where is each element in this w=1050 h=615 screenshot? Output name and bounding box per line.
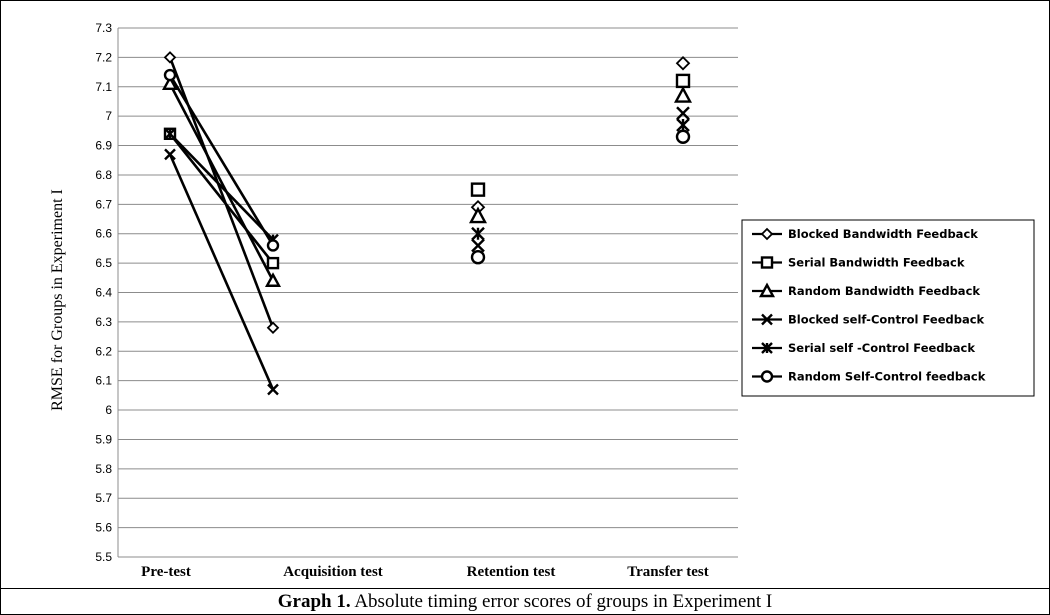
legend-label: Random Bandwidth Feedback bbox=[788, 284, 980, 298]
x-category-label: Acquisition test bbox=[283, 564, 383, 580]
caption-divider bbox=[0, 588, 1050, 589]
marker-asterisk bbox=[676, 118, 690, 132]
series-line bbox=[168, 153, 275, 391]
series-line bbox=[168, 83, 275, 282]
series-markers bbox=[161, 51, 693, 396]
legend-label: Random Self-Control feedback bbox=[788, 370, 986, 384]
marker-circle bbox=[470, 250, 486, 265]
marker-asterisk bbox=[164, 127, 176, 140]
marker-diamond bbox=[760, 227, 774, 241]
legend-item: Serial self -Control Feedback bbox=[752, 341, 975, 355]
legend-label: Serial Bandwidth Feedback bbox=[788, 256, 965, 270]
marker-square bbox=[470, 182, 486, 197]
marker-triangle bbox=[161, 75, 179, 91]
x-category-label: Transfer test bbox=[627, 564, 709, 580]
y-tick-label: 6.3 bbox=[95, 315, 112, 329]
marker-triangle bbox=[673, 86, 693, 103]
marker-x bbox=[471, 238, 485, 253]
y-axis-label: RMSE for Groups in Experiment I bbox=[49, 189, 66, 411]
legend-item: Random Bandwidth Feedback bbox=[752, 282, 980, 298]
y-tick-label: 7 bbox=[105, 109, 112, 123]
gridlines bbox=[117, 27, 738, 558]
legend-item: Serial Bandwidth Feedback bbox=[752, 256, 965, 270]
legend-label: Blocked Bandwidth Feedback bbox=[788, 227, 978, 241]
x-category-label: Retention test bbox=[467, 564, 556, 580]
marker-x bbox=[761, 313, 773, 326]
y-tick-label: 6.6 bbox=[95, 227, 112, 241]
marker-x bbox=[676, 106, 690, 121]
series-line bbox=[168, 132, 275, 264]
figure-caption: Graph 1. Absolute timing error scores of… bbox=[0, 589, 1050, 615]
y-tick-label: 6.8 bbox=[95, 168, 112, 182]
marker-circle bbox=[675, 129, 691, 144]
marker-circle bbox=[163, 68, 177, 82]
marker-triangle bbox=[264, 272, 282, 287]
caption-label: Graph 1. bbox=[277, 591, 351, 612]
y-tick-label: 6.4 bbox=[95, 286, 112, 300]
marker-circle bbox=[266, 239, 280, 252]
series-lines bbox=[168, 56, 275, 391]
y-tick-label: 5.7 bbox=[95, 491, 112, 505]
caption-text: Absolute timing error scores of groups i… bbox=[350, 591, 773, 612]
marker-diamond bbox=[266, 321, 280, 335]
y-tick-label: 6.9 bbox=[95, 139, 112, 153]
series-line bbox=[169, 132, 274, 241]
y-tick-label: 7.3 bbox=[95, 21, 112, 35]
y-tick-label: 5.8 bbox=[95, 462, 112, 476]
marker-x bbox=[164, 148, 176, 161]
y-tick-label: 6.1 bbox=[95, 374, 112, 388]
y-tick-label: 7.2 bbox=[95, 50, 112, 64]
y-tick-label: 6 bbox=[105, 403, 112, 417]
y-tick-label: 7.1 bbox=[95, 80, 112, 94]
marker-triangle bbox=[758, 282, 776, 298]
y-tick-labels: 5.5 5.6 5.7 5.8 5.9 6 6.1 6.2 6.3 6.4 6.5 6.6 6.7 6.8… bbox=[95, 21, 112, 564]
y-tick-label: 6.5 bbox=[95, 256, 112, 270]
y-tick-label: 6.2 bbox=[95, 344, 112, 358]
marker-circle bbox=[760, 370, 774, 383]
marker-diamond bbox=[163, 51, 177, 64]
y-tick-label: 5.9 bbox=[95, 432, 112, 446]
marker-square bbox=[675, 73, 691, 89]
x-category-label: Pre-test bbox=[141, 564, 191, 580]
marker-asterisk bbox=[471, 226, 485, 241]
marker-square bbox=[266, 256, 280, 270]
rmse-line-chart: 5.5 5.6 5.7 5.8 5.9 6 6.1 6.2 6.3 6.4 6.5 6.6 6.7 6.8… bbox=[49, 21, 1035, 580]
marker-triangle bbox=[468, 206, 488, 224]
legend-item: Random Self-Control feedback bbox=[752, 370, 986, 384]
y-tick-label: 5.5 bbox=[95, 550, 112, 564]
legend: Blocked Bandwidth Feedback Serial Bandwid… bbox=[741, 219, 1035, 397]
marker-square bbox=[760, 256, 774, 269]
marker-asterisk bbox=[761, 342, 773, 354]
marker-x bbox=[267, 383, 279, 396]
y-tick-label: 6.7 bbox=[95, 197, 112, 211]
legend-label: Serial self -Control Feedback bbox=[788, 341, 975, 355]
legend-box bbox=[741, 219, 1035, 397]
series-line bbox=[168, 74, 275, 247]
legend-item: Blocked Bandwidth Feedback bbox=[752, 227, 978, 241]
legend-item: Blocked self-Control Feedback bbox=[752, 313, 985, 327]
marker-diamond bbox=[675, 55, 691, 71]
x-category-labels: Pre-test Acquisition test Retention test Tr… bbox=[141, 564, 709, 580]
y-tick-label: 5.6 bbox=[95, 521, 112, 535]
legend-label: Blocked self-Control Feedback bbox=[788, 313, 985, 327]
